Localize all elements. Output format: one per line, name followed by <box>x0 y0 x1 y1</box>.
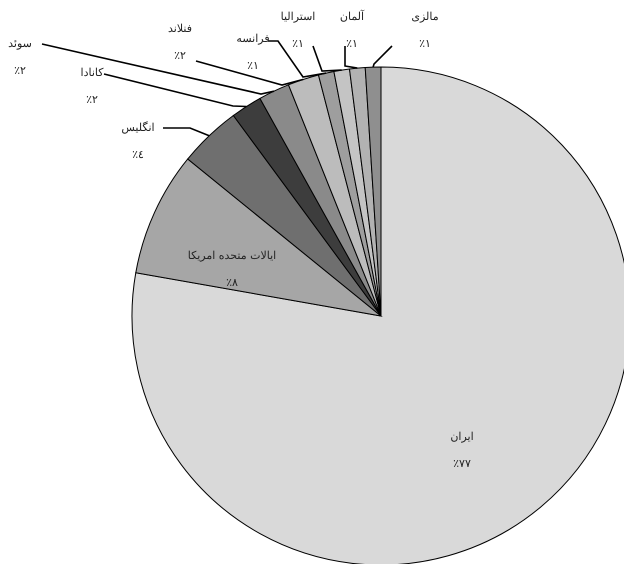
leader-line-5 <box>41 43 275 95</box>
pie-slice-2 <box>135 158 383 317</box>
slice-category-label: ایران <box>450 430 473 443</box>
slice-category-label: استرالیا <box>281 10 316 23</box>
slice-value-label: ٪۱ <box>346 37 358 50</box>
slice-value-label: ٪۷۷ <box>453 457 471 470</box>
slice-value-label: ٪۲ <box>174 49 186 62</box>
slice-category-label: مالزی <box>411 10 438 23</box>
slice-value-label: ٪۸ <box>226 276 238 289</box>
slice-category-label: انگلیس <box>121 121 154 134</box>
leader-line-6 <box>195 60 304 86</box>
slice-value-label: ٪۱ <box>419 37 431 50</box>
leader-lines <box>41 40 393 137</box>
pie-slices <box>131 66 624 564</box>
leader-line-9 <box>344 46 358 69</box>
slice-value-label: ٪٤ <box>132 148 144 161</box>
slice-category-label: آلمان <box>340 10 365 23</box>
leader-line-7 <box>268 40 327 78</box>
slice-value-label: ٪۲ <box>86 93 98 106</box>
slice-category-label: ایالات متحده امریکا <box>188 249 276 262</box>
slice-category-label: فرانسه <box>236 32 269 45</box>
slice-labels: ایران ٪۷۷ ایالات متحده امریکا ٪۸ انگلیس ٪٤ کان… <box>8 10 474 470</box>
slice-category-label: فنلاند <box>168 22 192 35</box>
slice-category-label: کانادا <box>81 66 105 79</box>
leader-line-8 <box>312 45 342 72</box>
leader-line-3 <box>163 127 210 137</box>
pie-slice-10 <box>364 66 382 317</box>
leader-line-10 <box>372 45 393 68</box>
leader-line-4 <box>103 73 247 108</box>
slice-value-label: ٪۱ <box>247 59 259 72</box>
slice-value-label: ٪۲ <box>14 64 26 77</box>
slice-category-label: سوئد <box>8 37 32 50</box>
slice-value-label: ٪۱ <box>292 37 304 50</box>
